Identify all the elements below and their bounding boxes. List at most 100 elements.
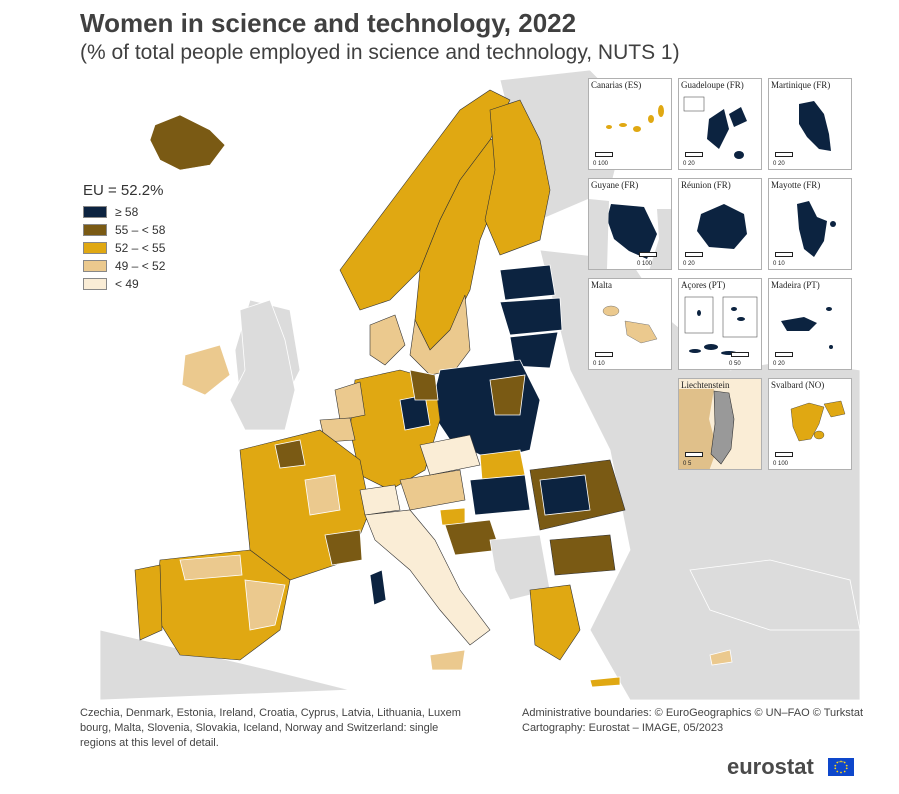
credits-line: Administrative boundaries: © EuroGeograp…: [522, 707, 864, 719]
region-hungary: [469, 474, 531, 516]
region-uk: [229, 299, 296, 431]
scale-bar: [685, 252, 703, 257]
legend-label: < 49: [115, 277, 139, 291]
inset-label: Guyane (FR): [591, 180, 639, 190]
inset-label: Guadeloupe (FR): [681, 80, 744, 90]
legend-item: 55 – < 58: [83, 221, 165, 239]
region-finland: [484, 99, 551, 256]
region-lithuania: [509, 331, 559, 369]
eurostat-logo: eurostat: [727, 754, 814, 779]
scale-text: 0 10: [773, 261, 785, 267]
legend-swatch: [83, 260, 107, 272]
region-latvia: [499, 297, 563, 336]
footer-credits: Administrative boundaries: © EuroGeograp…: [522, 706, 863, 736]
region-portugal: [134, 564, 163, 641]
inset-acores-shape: [684, 296, 758, 355]
region-switzerland: [359, 484, 401, 516]
inset-acores: Açores (PT) 0 50: [678, 278, 762, 370]
region-czechia: [419, 434, 481, 476]
inset-martinique: Martinique (FR) 0 20: [768, 78, 852, 170]
region-spain-north: [179, 554, 243, 581]
inset-label: Martinique (FR): [771, 80, 831, 90]
map-title: Women in science and technology, 2022: [80, 8, 577, 38]
scale-bar: [685, 152, 703, 157]
region-balkans: [489, 534, 551, 601]
inset-canarias-shape: [606, 105, 664, 132]
legend-label: 49 – < 52: [115, 259, 166, 273]
legend-label: ≥ 58: [115, 205, 139, 219]
region-austria: [399, 469, 466, 511]
region-bulgaria: [549, 534, 616, 576]
scale-text: 0 5: [683, 461, 692, 467]
legend-label: 55 – < 58: [115, 223, 166, 237]
scale-bar: [775, 152, 793, 157]
region-sweden-south: [409, 294, 471, 376]
region-romania-center: [539, 474, 591, 516]
region-crete: [589, 676, 621, 688]
scale-bar: [685, 452, 703, 457]
legend-title: EU = 52.2%: [83, 182, 164, 199]
credits-line: Cartography: Eurostat – IMAGE, 05/2023: [522, 722, 724, 734]
inset-reunion-shape: [697, 204, 747, 249]
region-italy: [364, 509, 491, 646]
inset-martinique-shape: [799, 101, 831, 151]
inset-label: Canarias (ES): [591, 80, 642, 90]
inset-madeira-shape: [781, 307, 833, 349]
region-greece: [529, 584, 581, 661]
inset-liechtenstein-shape: [679, 389, 735, 469]
legend-swatch: [83, 278, 107, 290]
inset-label: Svalbard (NO): [771, 380, 825, 390]
region-spain-east: [244, 579, 286, 631]
scale-bar: [731, 352, 749, 357]
footer-note: Czechia, Denmark, Estonia, Ireland, Croa…: [80, 706, 461, 751]
inset-label: Açores (PT): [681, 280, 726, 290]
region-sardinia: [369, 569, 387, 606]
scale-text: 0 10: [593, 361, 605, 367]
region-ireland: [181, 344, 231, 396]
scale-text: 0 100: [637, 261, 653, 267]
inset-label: Liechtenstein: [681, 380, 730, 390]
inset-label: Madeira (PT): [771, 280, 820, 290]
scale-text: 0 100: [593, 161, 609, 167]
scale-text: 0 20: [683, 161, 695, 167]
scale-text: 0 20: [683, 261, 695, 267]
scale-bar: [639, 252, 657, 257]
region-denmark: [369, 314, 406, 366]
scale-bar: [775, 452, 793, 457]
eu-flag-icon: [828, 758, 854, 776]
region-cyprus: [709, 649, 733, 666]
inset-mayotte: Mayotte (FR) 0 10: [768, 178, 852, 270]
legend-item: < 49: [83, 275, 165, 293]
scale-bar: [775, 352, 793, 357]
inset-svalbard: Svalbard (NO) 0 100: [768, 378, 852, 470]
inset-guadeloupe: Guadeloupe (FR) 0 20: [678, 78, 762, 170]
region-poland-east: [489, 374, 526, 416]
footer-note-line: regions at this level of detail.: [80, 737, 219, 749]
map-subtitle: (% of total people employed in science a…: [80, 41, 680, 64]
inset-svalbard-shape: [790, 400, 846, 442]
scale-bar: [595, 152, 613, 157]
region-germany-central: [409, 369, 439, 401]
scale-text: 0 100: [773, 461, 789, 467]
region-france-paris: [274, 439, 306, 469]
inset-malta-shape: [602, 305, 658, 344]
region-netherlands: [334, 381, 366, 421]
region-slovenia: [439, 507, 466, 526]
inset-label: Mayotte (FR): [771, 180, 821, 190]
legend-swatch: [83, 224, 107, 236]
legend-label: 52 – < 55: [115, 241, 166, 255]
inset-guyane-shape: [589, 199, 671, 269]
inset-label: Malta: [591, 280, 612, 290]
legend-item: 52 – < 55: [83, 239, 165, 257]
inset-reunion: Réunion (FR) 0 20: [678, 178, 762, 270]
footer-note-line: bourg, Malta, Slovenia, Slovakia, Icelan…: [80, 722, 439, 734]
scale-text: 0 20: [773, 361, 785, 367]
legend-swatch: [83, 242, 107, 254]
scale-bar: [775, 252, 793, 257]
inset-guyane: Guyane (FR) 0 100: [588, 178, 672, 270]
scale-text: 0 50: [729, 361, 741, 367]
scale-text: 0 20: [773, 161, 785, 167]
inset-canarias: Canarias (ES) 0 100: [588, 78, 672, 170]
region-iceland: [149, 114, 226, 171]
legend-swatch: [83, 206, 107, 218]
